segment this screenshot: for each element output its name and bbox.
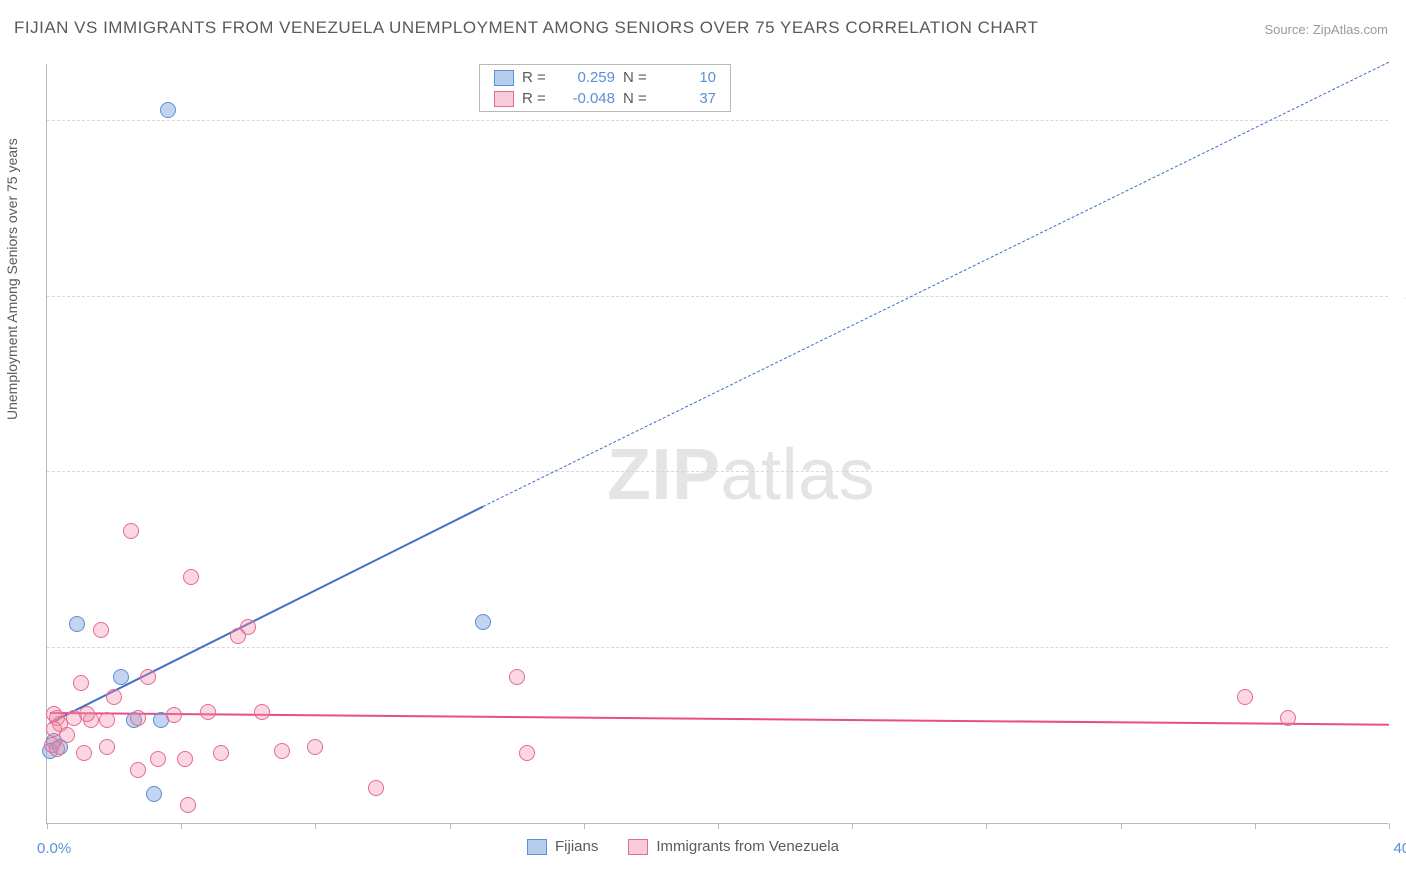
scatter-point <box>230 628 246 644</box>
legend-item-venezuela: Immigrants from Venezuela <box>628 838 839 855</box>
correlation-legend: R = 0.259 N = 10 R = -0.048 N = 37 <box>479 64 731 112</box>
scatter-point <box>509 669 525 685</box>
scatter-point <box>99 739 115 755</box>
scatter-point <box>130 710 146 726</box>
scatter-point <box>200 704 216 720</box>
legend-row-venezuela: R = -0.048 N = 37 <box>480 88 730 109</box>
scatter-point <box>254 704 270 720</box>
x-tick-mark <box>986 823 987 829</box>
x-tick-mark <box>181 823 182 829</box>
x-tick-mark <box>1121 823 1122 829</box>
scatter-point <box>113 669 129 685</box>
n-label: N = <box>623 90 653 107</box>
x-tick-mark <box>47 823 48 829</box>
x-tick-mark <box>584 823 585 829</box>
scatter-point <box>69 616 85 632</box>
n-label: N = <box>623 69 653 86</box>
y-tick-label: 15.0% <box>1393 639 1406 656</box>
x-tick-mark <box>1255 823 1256 829</box>
swatch-blue <box>494 70 514 86</box>
scatter-point <box>166 707 182 723</box>
swatch-blue <box>527 839 547 855</box>
scatter-point <box>59 727 75 743</box>
chart-plot-area: ZIPatlas 15.0%30.0%45.0%60.0% R = 0.259 … <box>46 64 1388 824</box>
gridline <box>47 471 1388 472</box>
y-axis-label: Unemployment Among Seniors over 75 years <box>4 138 20 420</box>
scatter-point <box>146 786 162 802</box>
scatter-point <box>99 712 115 728</box>
scatter-point <box>73 675 89 691</box>
scatter-point <box>123 523 139 539</box>
series-legend: Fijians Immigrants from Venezuela <box>527 838 839 855</box>
r-value-venezuela: -0.048 <box>560 90 615 107</box>
scatter-point <box>180 797 196 813</box>
watermark: ZIPatlas <box>607 434 875 516</box>
scatter-point <box>76 745 92 761</box>
scatter-point <box>79 706 95 722</box>
y-tick-label: 45.0% <box>1393 288 1406 305</box>
source-attribution: Source: ZipAtlas.com <box>1264 22 1388 37</box>
legend-row-fijians: R = 0.259 N = 10 <box>480 67 730 88</box>
x-axis-max: 40.0% <box>1393 840 1406 857</box>
x-tick-mark <box>718 823 719 829</box>
y-tick-label: 60.0% <box>1393 113 1406 130</box>
chart-title: FIJIAN VS IMMIGRANTS FROM VENEZUELA UNEM… <box>14 18 1038 38</box>
scatter-point <box>183 569 199 585</box>
gridline <box>47 296 1388 297</box>
gridline <box>47 120 1388 121</box>
scatter-point <box>177 751 193 767</box>
legend-label-venezuela: Immigrants from Venezuela <box>656 838 839 855</box>
x-tick-mark <box>315 823 316 829</box>
legend-label-fijians: Fijians <box>555 838 598 855</box>
scatter-point <box>1237 689 1253 705</box>
n-value-fijians: 10 <box>661 69 716 86</box>
scatter-point <box>130 762 146 778</box>
x-tick-mark <box>1389 823 1390 829</box>
watermark-bold: ZIP <box>607 435 721 515</box>
scatter-point <box>475 614 491 630</box>
r-label: R = <box>522 90 552 107</box>
scatter-point <box>213 745 229 761</box>
scatter-point <box>140 669 156 685</box>
x-tick-mark <box>852 823 853 829</box>
scatter-point <box>1280 710 1296 726</box>
scatter-point <box>274 743 290 759</box>
r-value-fijians: 0.259 <box>560 69 615 86</box>
r-label: R = <box>522 69 552 86</box>
swatch-pink <box>494 91 514 107</box>
scatter-point <box>519 745 535 761</box>
scatter-point <box>49 741 65 757</box>
scatter-point <box>46 706 62 722</box>
legend-item-fijians: Fijians <box>527 838 598 855</box>
scatter-point <box>150 751 166 767</box>
trend-line-dashed <box>483 62 1389 507</box>
scatter-point <box>106 689 122 705</box>
scatter-point <box>93 622 109 638</box>
scatter-point <box>307 739 323 755</box>
n-value-venezuela: 37 <box>661 90 716 107</box>
trend-line <box>50 712 1389 726</box>
swatch-pink <box>628 839 648 855</box>
x-axis-origin: 0.0% <box>37 840 71 857</box>
scatter-point <box>160 102 176 118</box>
scatter-point <box>368 780 384 796</box>
gridline <box>47 647 1388 648</box>
x-tick-mark <box>450 823 451 829</box>
watermark-rest: atlas <box>721 435 876 515</box>
y-tick-label: 30.0% <box>1393 464 1406 481</box>
